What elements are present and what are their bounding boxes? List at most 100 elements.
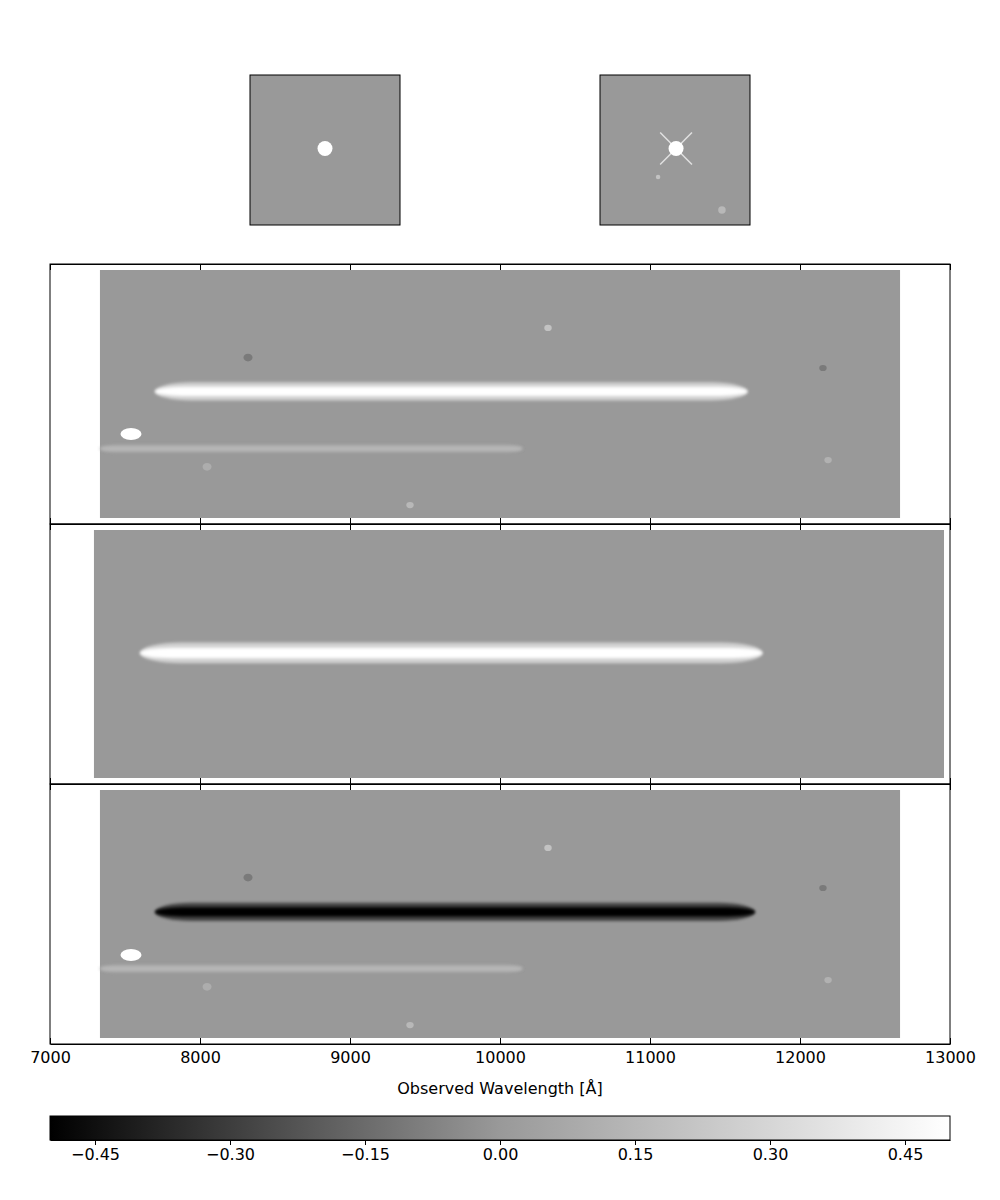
- tick: [800, 784, 801, 790]
- trace-halo: [155, 903, 755, 921]
- tick-mark: [905, 1140, 906, 1145]
- tick: 0.45: [888, 1140, 924, 1164]
- spot: [121, 949, 142, 961]
- tick-mark: [800, 778, 801, 784]
- colorbar: [50, 1116, 950, 1140]
- tick: [350, 778, 351, 784]
- spot: [544, 325, 552, 331]
- tick: [350, 518, 351, 524]
- tick-label: 8000: [180, 1048, 221, 1067]
- spot: [121, 428, 142, 440]
- trace: [140, 648, 763, 658]
- tick-mark: [950, 784, 951, 790]
- tick-mark: [50, 518, 51, 524]
- tick-mark: [50, 264, 51, 270]
- tick-mark: [500, 524, 501, 530]
- tick-label: −0.30: [206, 1145, 255, 1164]
- tick-mark: [200, 264, 201, 270]
- spot: [824, 977, 832, 983]
- tick: [800, 778, 801, 784]
- spot: [203, 983, 212, 991]
- tick-mark: [200, 784, 201, 790]
- tick-mark: [800, 524, 801, 530]
- tick: 8000: [180, 1038, 221, 1067]
- tick-mark: [350, 518, 351, 524]
- tick: [500, 518, 501, 524]
- tick-mark: [500, 518, 501, 524]
- data-region: [100, 790, 900, 1038]
- source: [656, 175, 661, 180]
- tick: [50, 264, 51, 270]
- panel-frame: [50, 784, 950, 1044]
- tick: [800, 524, 801, 530]
- tick: [950, 778, 951, 784]
- tick-mark: [500, 778, 501, 784]
- trace-halo: [140, 643, 763, 664]
- trace: [100, 967, 523, 971]
- trace-halo: [155, 382, 748, 400]
- tick-mark: [950, 778, 951, 784]
- tick-mark: [200, 778, 201, 784]
- spot: [244, 874, 253, 882]
- thumbnail: [600, 75, 750, 225]
- tick-mark: [500, 264, 501, 270]
- tick-mark: [200, 518, 201, 524]
- x-axis-top: [51, 524, 951, 530]
- tick: 7000: [30, 1038, 71, 1067]
- tick-label: 0.00: [483, 1145, 519, 1164]
- thumbnail-frame: [600, 75, 750, 225]
- diffraction-spike: [660, 133, 692, 165]
- tick: [500, 264, 501, 270]
- source: [318, 141, 333, 156]
- tick-label: 11000: [625, 1048, 676, 1067]
- tick-label: −0.45: [71, 1145, 120, 1164]
- trace-halo: [100, 965, 523, 973]
- tick-mark: [350, 1038, 351, 1044]
- tick-mark: [650, 518, 651, 524]
- spot: [544, 845, 552, 851]
- thumbnail: [250, 75, 400, 225]
- tick: 9000: [330, 1038, 371, 1067]
- tick: [50, 778, 51, 784]
- tick: [500, 784, 501, 790]
- tick: [650, 524, 651, 530]
- tick: 13000: [925, 1038, 976, 1067]
- x-axis-label: Observed Wavelength [Å]: [397, 1079, 603, 1098]
- tick: [200, 524, 201, 530]
- tick: [950, 518, 951, 524]
- spot: [406, 502, 414, 508]
- data-region: [94, 530, 944, 778]
- tick-mark: [350, 264, 351, 270]
- tick: [800, 518, 801, 524]
- trace: [100, 447, 523, 451]
- tick: −0.30: [206, 1140, 255, 1164]
- tick: 0.30: [753, 1140, 789, 1164]
- tick-mark: [650, 1038, 651, 1044]
- tick-mark: [500, 1140, 501, 1145]
- tick-mark: [500, 1038, 501, 1044]
- spot: [244, 354, 253, 362]
- thumbnail-background: [600, 75, 750, 225]
- tick-mark: [950, 524, 951, 530]
- x-axis-top: [51, 264, 951, 270]
- tick: [200, 264, 201, 270]
- tick-mark: [350, 784, 351, 790]
- panel-content: [94, 530, 944, 778]
- tick: [200, 778, 201, 784]
- tick-mark: [95, 1140, 96, 1145]
- tick: −0.15: [341, 1140, 390, 1164]
- tick: [800, 264, 801, 270]
- tick-mark: [650, 778, 651, 784]
- tick-label: 12000: [775, 1048, 826, 1067]
- tick-mark: [230, 1140, 231, 1145]
- tick-label: 13000: [925, 1048, 976, 1067]
- tick: 0.00: [483, 1140, 519, 1164]
- trace-halo: [100, 445, 523, 453]
- tick-mark: [365, 1140, 366, 1145]
- panel-frame: [50, 264, 950, 524]
- figure: 70008000900010000110001200013000Observed…: [0, 0, 1000, 1200]
- tick-mark: [50, 778, 51, 784]
- tick-mark: [50, 784, 51, 790]
- tick-mark: [635, 1140, 636, 1145]
- panel-content: [100, 270, 900, 518]
